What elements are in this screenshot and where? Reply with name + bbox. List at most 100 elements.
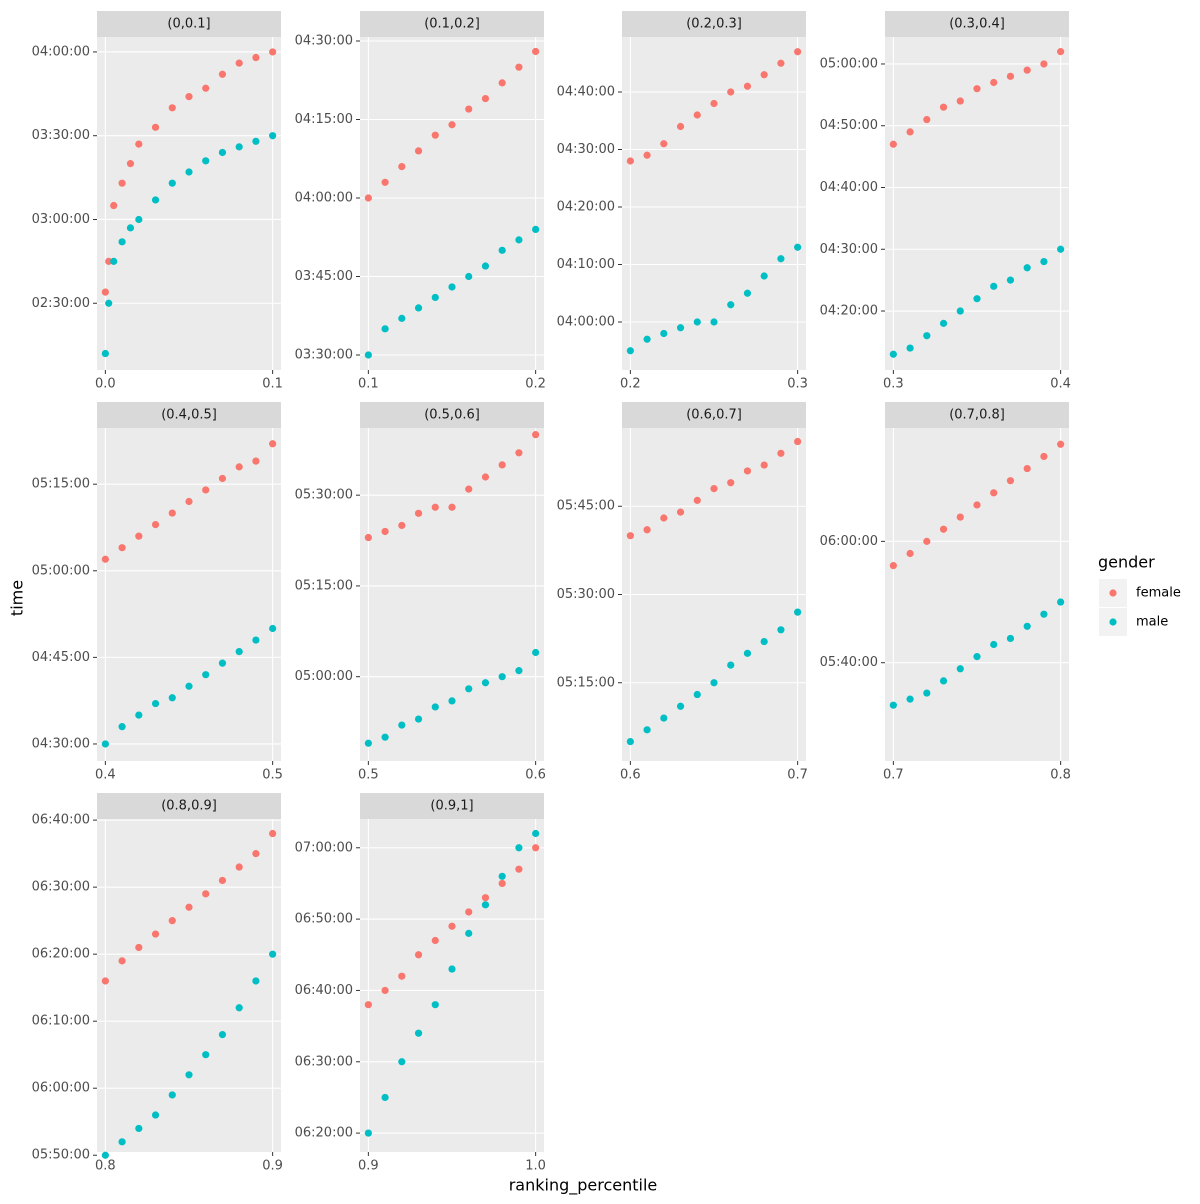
data-point	[465, 685, 473, 693]
y-tick-label: 05:30:00	[295, 488, 353, 503]
panel	[885, 37, 1069, 370]
strip-label: (0.8,0.9]	[161, 799, 217, 814]
data-point	[118, 238, 126, 246]
data-point	[151, 1111, 160, 1119]
legend-title: gender	[1098, 553, 1155, 572]
y-tick-label: 04:00:00	[32, 44, 90, 59]
data-point	[660, 514, 668, 522]
data-point	[956, 97, 964, 105]
strip	[97, 402, 281, 428]
data-point	[202, 1051, 210, 1059]
data-point	[794, 608, 802, 616]
data-point	[118, 1138, 126, 1146]
strip-label: (0.2,0.3]	[686, 17, 742, 32]
strip	[360, 402, 544, 428]
data-point	[532, 829, 540, 838]
data-point	[743, 82, 752, 90]
data-point	[676, 122, 685, 131]
data-point	[743, 649, 752, 657]
data-point	[185, 93, 193, 101]
data-point	[973, 653, 981, 661]
data-point	[1006, 477, 1015, 485]
data-point	[660, 140, 668, 148]
y-tick-label: 06:40:00	[32, 813, 90, 828]
data-point	[1023, 464, 1031, 473]
data-point	[760, 71, 768, 79]
y-tick-label: 04:30:00	[820, 242, 878, 257]
data-point	[727, 479, 735, 487]
x-tick-label: 0.1	[358, 377, 379, 392]
legend-marker	[1109, 589, 1117, 597]
data-point	[693, 496, 701, 504]
x-tick-label: 0.2	[525, 377, 546, 392]
data-point	[481, 894, 490, 902]
y-tick-label: 05:50:00	[32, 1148, 90, 1163]
data-point	[760, 272, 768, 280]
data-point	[1057, 48, 1065, 56]
x-tick-label: 1.0	[525, 1159, 546, 1174]
data-point	[1040, 452, 1048, 461]
data-point	[532, 225, 540, 234]
data-point	[1023, 66, 1031, 74]
data-point	[777, 255, 785, 263]
data-point	[168, 694, 176, 702]
x-tick-label: 0.2	[620, 377, 641, 392]
data-point	[398, 1058, 406, 1066]
data-point	[743, 467, 752, 475]
data-point	[118, 723, 126, 731]
data-point	[676, 508, 685, 516]
data-point	[151, 699, 160, 708]
y-tick-label: 06:40:00	[295, 983, 353, 998]
strip-label: (0.5,0.6]	[424, 408, 480, 423]
data-point	[110, 257, 118, 265]
y-tick-label: 04:40:00	[820, 180, 878, 195]
data-point	[676, 324, 685, 332]
strip	[360, 793, 544, 819]
strip	[885, 11, 1069, 37]
data-point	[906, 128, 914, 136]
y-tick-label: 05:30:00	[557, 587, 615, 602]
data-point	[448, 697, 456, 705]
data-point	[710, 679, 718, 687]
legend-marker	[1109, 618, 1117, 626]
data-point	[448, 121, 456, 129]
y-tick-label: 04:30:00	[295, 34, 353, 49]
data-point	[1006, 72, 1015, 80]
data-point	[218, 659, 227, 667]
data-point	[235, 143, 243, 151]
strip-label: (0.9,1]	[430, 799, 473, 814]
data-point	[110, 201, 118, 210]
data-point	[923, 689, 931, 697]
data-point	[889, 350, 897, 358]
data-point	[185, 497, 193, 506]
data-point	[381, 325, 389, 333]
x-tick-label: 0.3	[883, 377, 904, 392]
data-point	[906, 549, 914, 558]
data-point	[532, 844, 540, 852]
data-point	[414, 147, 423, 155]
data-point	[643, 726, 651, 734]
data-point	[465, 272, 473, 281]
data-point	[1057, 245, 1065, 253]
data-point	[693, 690, 701, 699]
y-tick-label: 06:20:00	[32, 947, 90, 962]
data-point	[269, 48, 277, 56]
data-point	[414, 304, 423, 312]
data-point	[126, 160, 135, 168]
y-tick-label: 03:30:00	[295, 347, 353, 362]
data-point	[364, 533, 372, 542]
x-tick-label: 0.6	[525, 768, 546, 783]
y-tick-label: 03:00:00	[32, 212, 90, 227]
data-point	[202, 671, 210, 679]
strip	[885, 402, 1069, 428]
data-point	[185, 168, 193, 176]
data-point	[760, 637, 768, 646]
data-point	[1040, 610, 1048, 618]
data-point	[1040, 258, 1048, 266]
data-point	[252, 137, 260, 145]
y-tick-label: 05:15:00	[295, 578, 353, 593]
data-point	[889, 140, 897, 148]
data-point	[956, 513, 964, 521]
data-point	[431, 131, 439, 139]
